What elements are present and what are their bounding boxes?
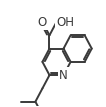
Text: O: O [38, 16, 47, 29]
Text: N: N [59, 69, 68, 82]
Text: OH: OH [56, 16, 75, 29]
